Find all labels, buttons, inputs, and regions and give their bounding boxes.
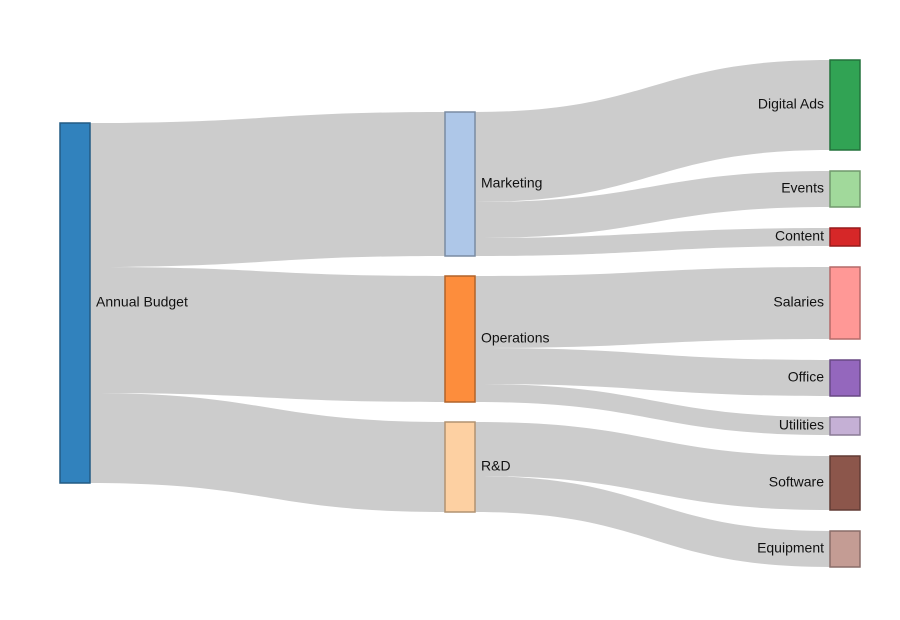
label-equipment: Equipment <box>757 540 824 556</box>
label-office: Office <box>788 369 825 385</box>
node-digital_ads <box>829 59 861 151</box>
link-operations-to-salaries <box>475 267 830 348</box>
link-marketing-to-digital_ads <box>475 60 830 202</box>
label-rnd: R&D <box>481 458 511 474</box>
node-rnd <box>444 421 476 513</box>
label-operations: Operations <box>481 330 549 346</box>
link-rnd-to-equipment <box>475 476 830 567</box>
label-salaries: Salaries <box>773 294 824 310</box>
link-operations-to-office <box>475 348 830 396</box>
node-events <box>829 170 861 208</box>
link-marketing-to-content <box>475 228 830 256</box>
link-budget-to-operations <box>90 267 445 402</box>
label-events: Events <box>781 180 824 196</box>
label-utilities: Utilities <box>779 417 824 433</box>
node-content <box>829 227 861 247</box>
node-equipment <box>829 530 861 568</box>
sankey-labels: Annual Budget Marketing Operations R&D Digit… <box>96 96 824 556</box>
label-software: Software <box>769 474 824 490</box>
label-budget: Annual Budget <box>96 294 188 310</box>
label-marketing: Marketing <box>481 175 542 191</box>
node-operations <box>444 275 476 403</box>
node-utilities <box>829 416 861 436</box>
link-operations-to-utilities <box>475 384 830 435</box>
label-content: Content <box>775 228 824 244</box>
link-budget-to-rnd <box>90 393 445 512</box>
node-budget <box>59 122 91 484</box>
link-budget-to-marketing <box>90 112 445 267</box>
link-marketing-to-events <box>475 171 830 238</box>
node-software <box>829 455 861 511</box>
node-marketing <box>444 111 476 257</box>
sankey-links <box>90 60 830 567</box>
node-salaries <box>829 266 861 340</box>
node-office <box>829 359 861 397</box>
link-rnd-to-software <box>475 422 830 510</box>
label-digital_ads: Digital Ads <box>758 96 824 112</box>
sankey-nodes <box>59 59 861 568</box>
